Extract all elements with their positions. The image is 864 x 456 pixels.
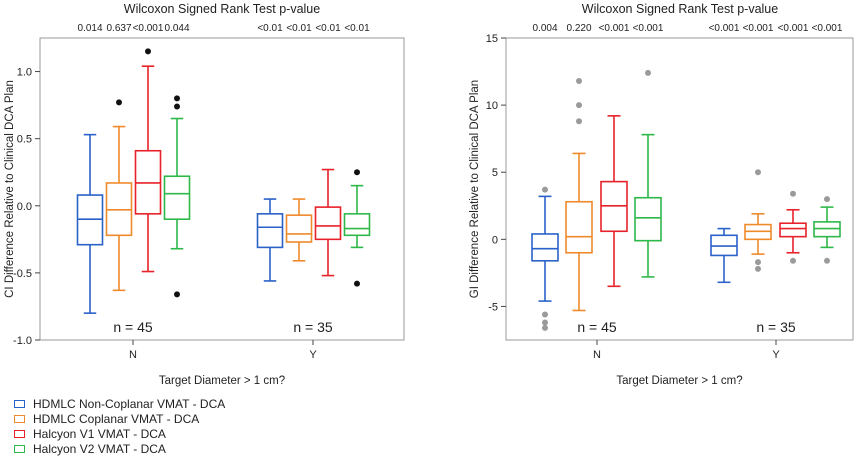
chart-ci: Wilcoxon Signed Rank Test p-value -1.0 -0.… <box>4 2 405 387</box>
p-value-label: <0.001 <box>633 23 664 34</box>
y-tick-label: -5 <box>488 301 498 313</box>
outlier-point <box>174 103 180 110</box>
y-tick-label: 0.5 <box>17 134 32 146</box>
p-value-label: <0.01 <box>315 23 341 34</box>
outlier-point <box>755 259 761 266</box>
legend-swatch-icon <box>14 429 25 438</box>
outlier-point <box>116 99 122 106</box>
x-tick-label: Y <box>309 349 317 361</box>
outlier-point <box>755 169 761 176</box>
outlier-point <box>145 48 151 55</box>
p-value-label: 0.220 <box>566 23 591 34</box>
box <box>285 214 313 243</box>
y-axis-label: CI Difference Relative to Clinical DCA P… <box>4 80 16 298</box>
p-value-label: 0.014 <box>77 23 102 34</box>
chart-title: Wilcoxon Signed Rank Test p-value <box>582 2 778 16</box>
p-value-label: <0.001 <box>812 23 843 34</box>
n-label: n = 45 <box>113 319 153 335</box>
x-tick-label: N <box>593 349 601 361</box>
y-tick-label: 5 <box>492 167 498 179</box>
legend-label: Halcyon V1 VMAT - DCA <box>33 426 166 441</box>
y-tick-label: -0.5 <box>13 268 32 280</box>
p-value-label: 0.004 <box>532 23 557 34</box>
p-value-label: <0.001 <box>709 23 740 34</box>
n-label: n = 45 <box>577 319 617 335</box>
box <box>779 222 807 238</box>
p-value-label: 0.637 <box>106 23 131 34</box>
y-tick-label: -1.0 <box>13 335 32 347</box>
p-value-label: <0.001 <box>743 23 774 34</box>
outlier-point <box>576 102 582 109</box>
y-tick-label: 0 <box>492 234 498 246</box>
plot-frame <box>505 37 854 341</box>
y-tick-label: 10 <box>486 100 498 112</box>
outlier-point <box>790 190 796 197</box>
outlier-point <box>576 118 582 125</box>
chart-gi: Wilcoxon Signed Rank Test p-value -5 0 5 10 1… <box>469 2 854 387</box>
outlier-point <box>542 311 548 318</box>
x-axis-label: Target Diameter > 1 cm? <box>616 375 742 387</box>
x-axis-label: Target Diameter > 1 cm? <box>159 375 285 387</box>
p-value-label: <0.01 <box>286 23 312 34</box>
p-value-label: <0.01 <box>257 23 283 34</box>
p-value-label: <0.001 <box>778 23 809 34</box>
legend-item-hdmlc-coplanar: HDMLC Coplanar VMAT - DCA <box>14 411 199 426</box>
legend-label: HDMLC Coplanar VMAT - DCA <box>33 411 200 426</box>
box <box>531 233 559 262</box>
outlier-point <box>576 77 582 84</box>
n-label: n = 35 <box>756 319 796 335</box>
x-tick-label: N <box>129 349 137 361</box>
legend-swatch-icon <box>14 444 25 453</box>
legend-swatch-icon <box>14 399 25 408</box>
y-axis-label: GI Difference Relative to Clinical DCA P… <box>469 80 481 298</box>
outlier-point <box>174 291 180 298</box>
box <box>565 200 593 254</box>
outlier-point <box>824 257 830 264</box>
p-value-label: <0.001 <box>599 23 630 34</box>
plot-frame <box>39 37 405 341</box>
p-value-label: <0.01 <box>344 23 370 34</box>
outlier-point <box>645 69 651 76</box>
outlier-point <box>354 280 360 287</box>
y-tick-label: 1.0 <box>17 67 32 79</box>
outlier-point <box>542 324 548 331</box>
chart-title: Wilcoxon Signed Rank Test p-value <box>124 2 320 16</box>
legend-label: Halcyon V2 VMAT - DCA <box>33 441 166 456</box>
outlier-point <box>354 169 360 176</box>
outlier-point <box>542 186 548 193</box>
n-label: n = 35 <box>293 319 333 335</box>
legend-label: HDMLC Non-Coplanar VMAT - DCA <box>33 396 226 411</box>
p-value-label: <0.001 <box>133 23 164 34</box>
outlier-point <box>174 95 180 102</box>
legend-item-halcyon-v1: Halcyon V1 VMAT - DCA <box>14 426 166 441</box>
y-tick-label: 15 <box>486 33 498 45</box>
box <box>314 206 342 241</box>
outlier-point <box>542 319 548 326</box>
legend-item-hdmlc-noncoplanar: HDMLC Non-Coplanar VMAT - DCA <box>14 396 225 411</box>
y-tick-label: 0.0 <box>17 201 32 213</box>
p-value-label: 0.044 <box>164 23 189 34</box>
outlier-point <box>755 265 761 272</box>
outlier-point <box>790 257 796 264</box>
x-tick-label: Y <box>772 349 780 361</box>
box <box>163 175 191 220</box>
box <box>634 196 662 242</box>
box <box>256 213 284 249</box>
box <box>343 213 371 237</box>
legend-item-halcyon-v2: Halcyon V2 VMAT - DCA <box>14 441 166 456</box>
outlier-point <box>824 196 830 203</box>
legend-swatch-icon <box>14 414 25 423</box>
